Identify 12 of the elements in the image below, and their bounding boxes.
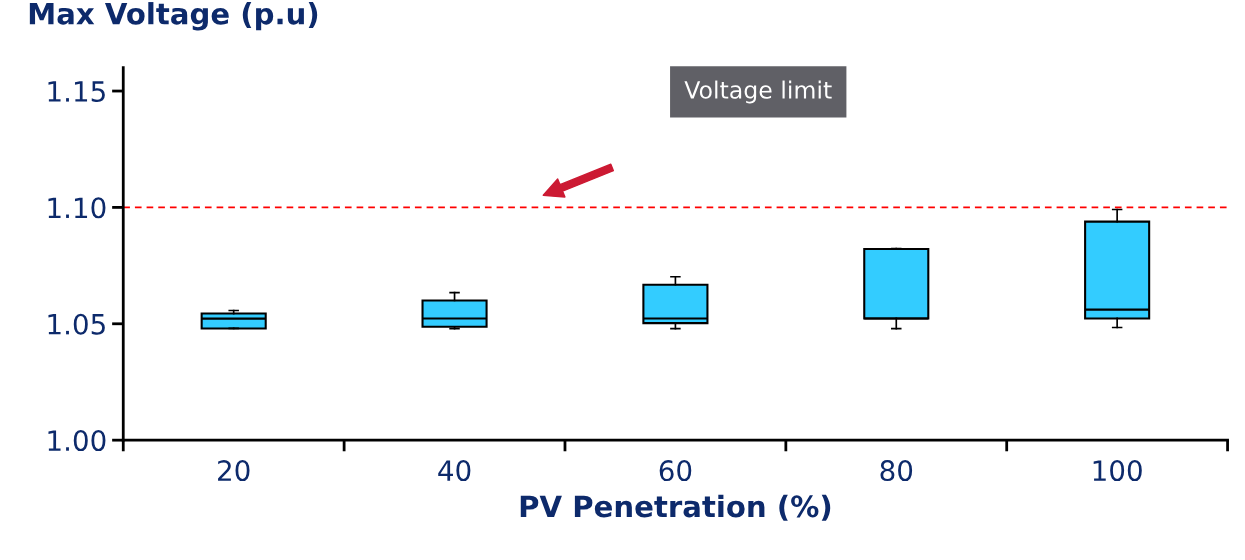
annotation: Voltage limit [684,80,832,104]
y-axis-title: Max Voltage (p.u) [29,2,318,31]
y-tick-label: 1.00 [48,430,106,452]
y-tick-label: 1.05 [48,313,105,335]
x-axis-title: PV Penetration (%) [520,494,831,521]
x-tick-label: 100 [1093,460,1142,482]
y-tick-label: 1.10 [48,197,106,219]
x-tick-label: 20 [218,460,250,482]
x-tick-label: 80 [880,460,913,482]
x-tick-label: 60 [659,460,692,482]
x-tick-label: 40 [438,460,471,482]
y-tick-label: 1.15 [48,81,105,102]
